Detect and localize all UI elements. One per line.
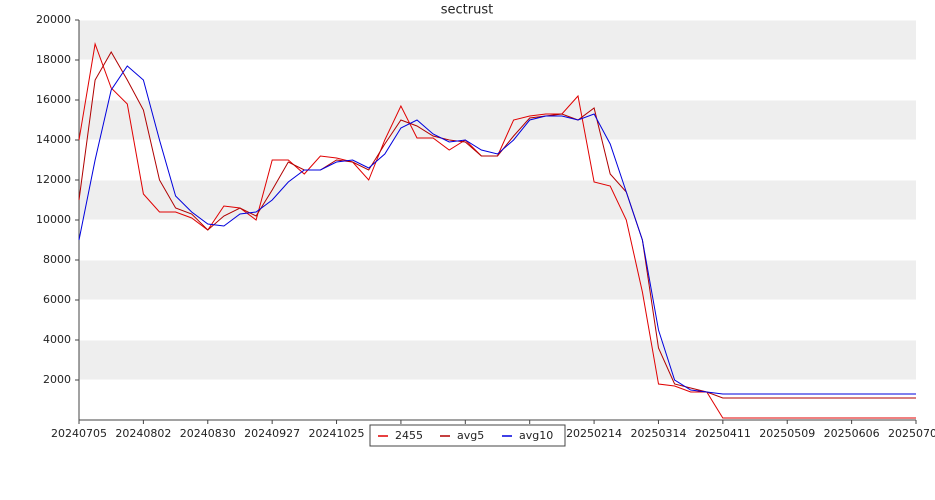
grid-band xyxy=(79,260,916,300)
x-tick-label: 20240802 xyxy=(115,427,171,440)
grid-band xyxy=(79,20,916,60)
x-tick-label: 20240927 xyxy=(244,427,300,440)
series-line xyxy=(78,50,916,399)
y-tick-label: 12000 xyxy=(36,173,71,186)
y-tick-label: 6000 xyxy=(43,293,71,306)
y-tick-label: 4000 xyxy=(43,333,71,346)
x-tick-label: 20250214 xyxy=(566,427,622,440)
legend-box xyxy=(369,424,566,447)
y-tick-label: 2000 xyxy=(43,373,71,386)
x-tick-label: 20240830 xyxy=(180,427,236,440)
grid-band xyxy=(79,180,916,220)
x-tick-label: 20250509 xyxy=(759,427,815,440)
x-tick-label: 20250704 xyxy=(888,427,935,440)
chart-title: sectrust xyxy=(441,3,493,18)
x-tick-label: 20250606 xyxy=(824,427,880,440)
x-tick-label: 20250314 xyxy=(630,427,686,440)
x-tick-label: 20250411 xyxy=(695,427,751,440)
legend: 2455 avg5 avg10 xyxy=(369,424,566,447)
y-tick-label: 14000 xyxy=(36,133,71,146)
y-tick-label: 20000 xyxy=(36,13,71,26)
x-tick-label: 20241025 xyxy=(309,427,365,440)
x-tick-label: 20240705 xyxy=(51,427,107,440)
legend-label: avg10 xyxy=(519,429,553,442)
y-tick-label: 8000 xyxy=(43,253,71,266)
grid-band xyxy=(79,100,916,140)
grid-band xyxy=(79,340,916,380)
y-tick-label: 10000 xyxy=(36,213,71,226)
legend-label: avg5 xyxy=(457,429,484,442)
series-line xyxy=(78,65,916,395)
legend-label: 2455 xyxy=(395,429,423,442)
y-tick-label: 16000 xyxy=(36,93,71,106)
y-tick-label: 18000 xyxy=(36,53,71,66)
